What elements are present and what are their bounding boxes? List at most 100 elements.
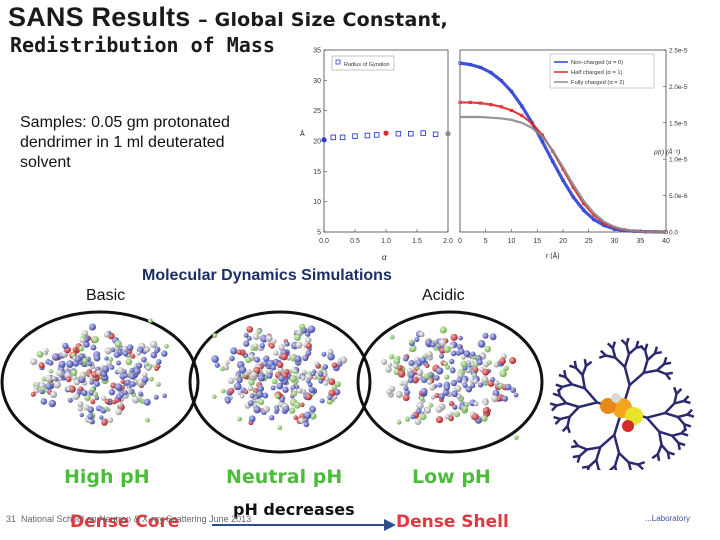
density-series-point <box>561 178 565 182</box>
rg-point <box>432 131 439 138</box>
md-counterion <box>147 318 153 324</box>
md-atom <box>136 378 145 387</box>
md-atom <box>471 413 479 421</box>
density-xtick-label: 20 <box>559 238 567 245</box>
md-atom <box>451 390 458 398</box>
md-atom <box>254 356 261 363</box>
md-atom <box>66 360 74 368</box>
md-atom <box>402 355 409 362</box>
md-atom <box>214 362 220 368</box>
md-atom <box>483 401 489 406</box>
md-atom <box>393 357 401 365</box>
density-series-point <box>571 195 575 199</box>
md-counterion <box>145 417 150 423</box>
md-atom <box>68 385 76 393</box>
md-atom <box>403 385 409 391</box>
md-atom <box>79 412 84 418</box>
density-series-point <box>520 104 524 108</box>
md-atom <box>87 413 94 420</box>
slide-number: 31 <box>6 514 17 524</box>
md-atom <box>260 335 268 343</box>
md-atom <box>233 382 242 391</box>
md-atom <box>36 350 44 358</box>
md-atom <box>66 386 71 392</box>
md-atom <box>420 356 427 363</box>
md-atom <box>121 345 128 352</box>
md-atom <box>386 388 393 395</box>
dendrimer-branch <box>663 361 672 366</box>
slide-footer: 31 National School on Neutron & X-ray Sc… <box>6 514 251 524</box>
md-atom <box>129 373 136 380</box>
md-atom <box>120 379 126 384</box>
md-atom <box>114 340 122 348</box>
dendrimer-branch <box>608 464 616 470</box>
md-atom-clusters <box>30 318 519 440</box>
md-atom <box>470 351 476 357</box>
md-atom <box>484 345 492 353</box>
md-atom <box>65 376 72 383</box>
dendrimer-branch <box>613 434 621 454</box>
density-ytick-label: 0.0 <box>669 230 678 237</box>
md-atom <box>48 399 56 408</box>
dendrimer-branch <box>627 462 632 470</box>
md-atom <box>89 323 96 331</box>
md-atom <box>327 394 333 400</box>
md-atom <box>51 353 60 361</box>
rg-point <box>339 134 346 141</box>
rg-chart: 5 10 15 20 25 30 35 0.0 0.5 1.0 1.5 2.0 Radius of … <box>300 48 453 263</box>
md-atom <box>262 392 269 399</box>
md-atom <box>493 380 500 386</box>
basic-snapshot-outline <box>0 310 200 454</box>
md-atom <box>426 351 433 358</box>
md-atom <box>278 344 285 351</box>
md-atom <box>47 360 54 366</box>
rg-point <box>445 131 451 137</box>
ph-decreases-label: pH decreases <box>233 500 355 519</box>
md-atom <box>230 347 238 355</box>
md-atom <box>253 406 261 414</box>
dendrimer-branch <box>599 433 616 449</box>
md-atom <box>79 371 87 379</box>
rg-xlabel: α <box>382 253 387 262</box>
md-atom <box>239 393 245 399</box>
md-atom <box>143 398 151 406</box>
md-counterion <box>513 435 519 440</box>
md-atom <box>442 389 450 396</box>
md-atom <box>125 358 133 366</box>
md-atom <box>296 387 303 394</box>
md-atom <box>428 402 434 408</box>
md-atom <box>435 416 444 424</box>
md-atom <box>289 374 298 383</box>
rg-ytick-label: 35 <box>313 48 321 55</box>
md-atom <box>465 385 473 393</box>
rg-point <box>321 137 327 143</box>
md-atom <box>282 386 289 393</box>
rg-point <box>395 130 402 137</box>
dendrimer-branch <box>646 352 656 361</box>
dendrimer-branch <box>637 463 644 470</box>
md-atom <box>327 352 335 361</box>
md-atom <box>300 402 305 408</box>
md-counterion <box>419 396 425 402</box>
md-atom <box>142 372 148 378</box>
md-atom <box>273 350 279 356</box>
md-atom <box>307 325 316 333</box>
md-atom <box>295 341 303 349</box>
md-counterion <box>487 360 492 365</box>
md-atom <box>101 418 108 426</box>
md-atom <box>104 398 111 405</box>
dendrimer-branch <box>562 383 573 389</box>
md-atom <box>44 348 49 353</box>
density-ytick-label: 1.5e-5 <box>669 120 688 127</box>
md-atom <box>425 339 432 347</box>
md-atom <box>256 328 262 334</box>
md-atom <box>270 385 276 391</box>
md-atom <box>270 364 277 371</box>
md-atom <box>407 377 414 384</box>
density-series-point <box>468 100 472 105</box>
rg-ytick-label: 5 <box>317 230 321 237</box>
md-atom <box>449 344 455 349</box>
dendrimer-branch <box>614 356 626 368</box>
md-atom <box>410 414 416 420</box>
md-atom <box>30 391 36 397</box>
